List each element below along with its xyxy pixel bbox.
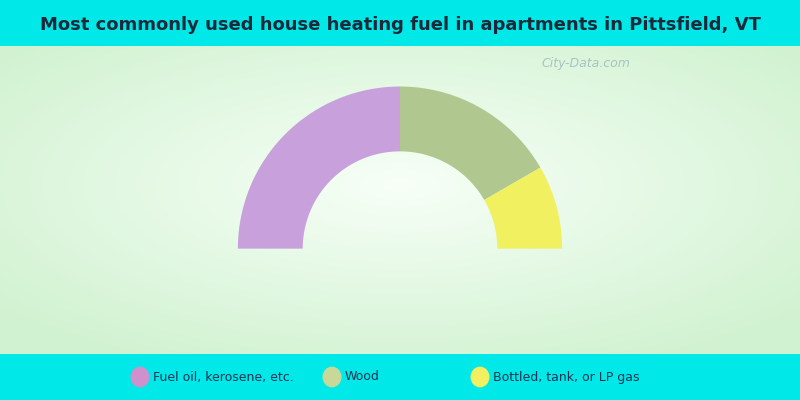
Polygon shape xyxy=(400,86,540,200)
Text: Wood: Wood xyxy=(345,370,380,384)
Polygon shape xyxy=(238,86,400,249)
Ellipse shape xyxy=(323,367,341,387)
Text: City-Data.com: City-Data.com xyxy=(542,57,630,70)
Ellipse shape xyxy=(131,367,149,387)
Text: Fuel oil, kerosene, etc.: Fuel oil, kerosene, etc. xyxy=(153,370,294,384)
Polygon shape xyxy=(484,168,562,249)
Text: Most commonly used house heating fuel in apartments in Pittsfield, VT: Most commonly used house heating fuel in… xyxy=(39,16,761,34)
Ellipse shape xyxy=(471,367,489,387)
Text: Bottled, tank, or LP gas: Bottled, tank, or LP gas xyxy=(493,370,639,384)
